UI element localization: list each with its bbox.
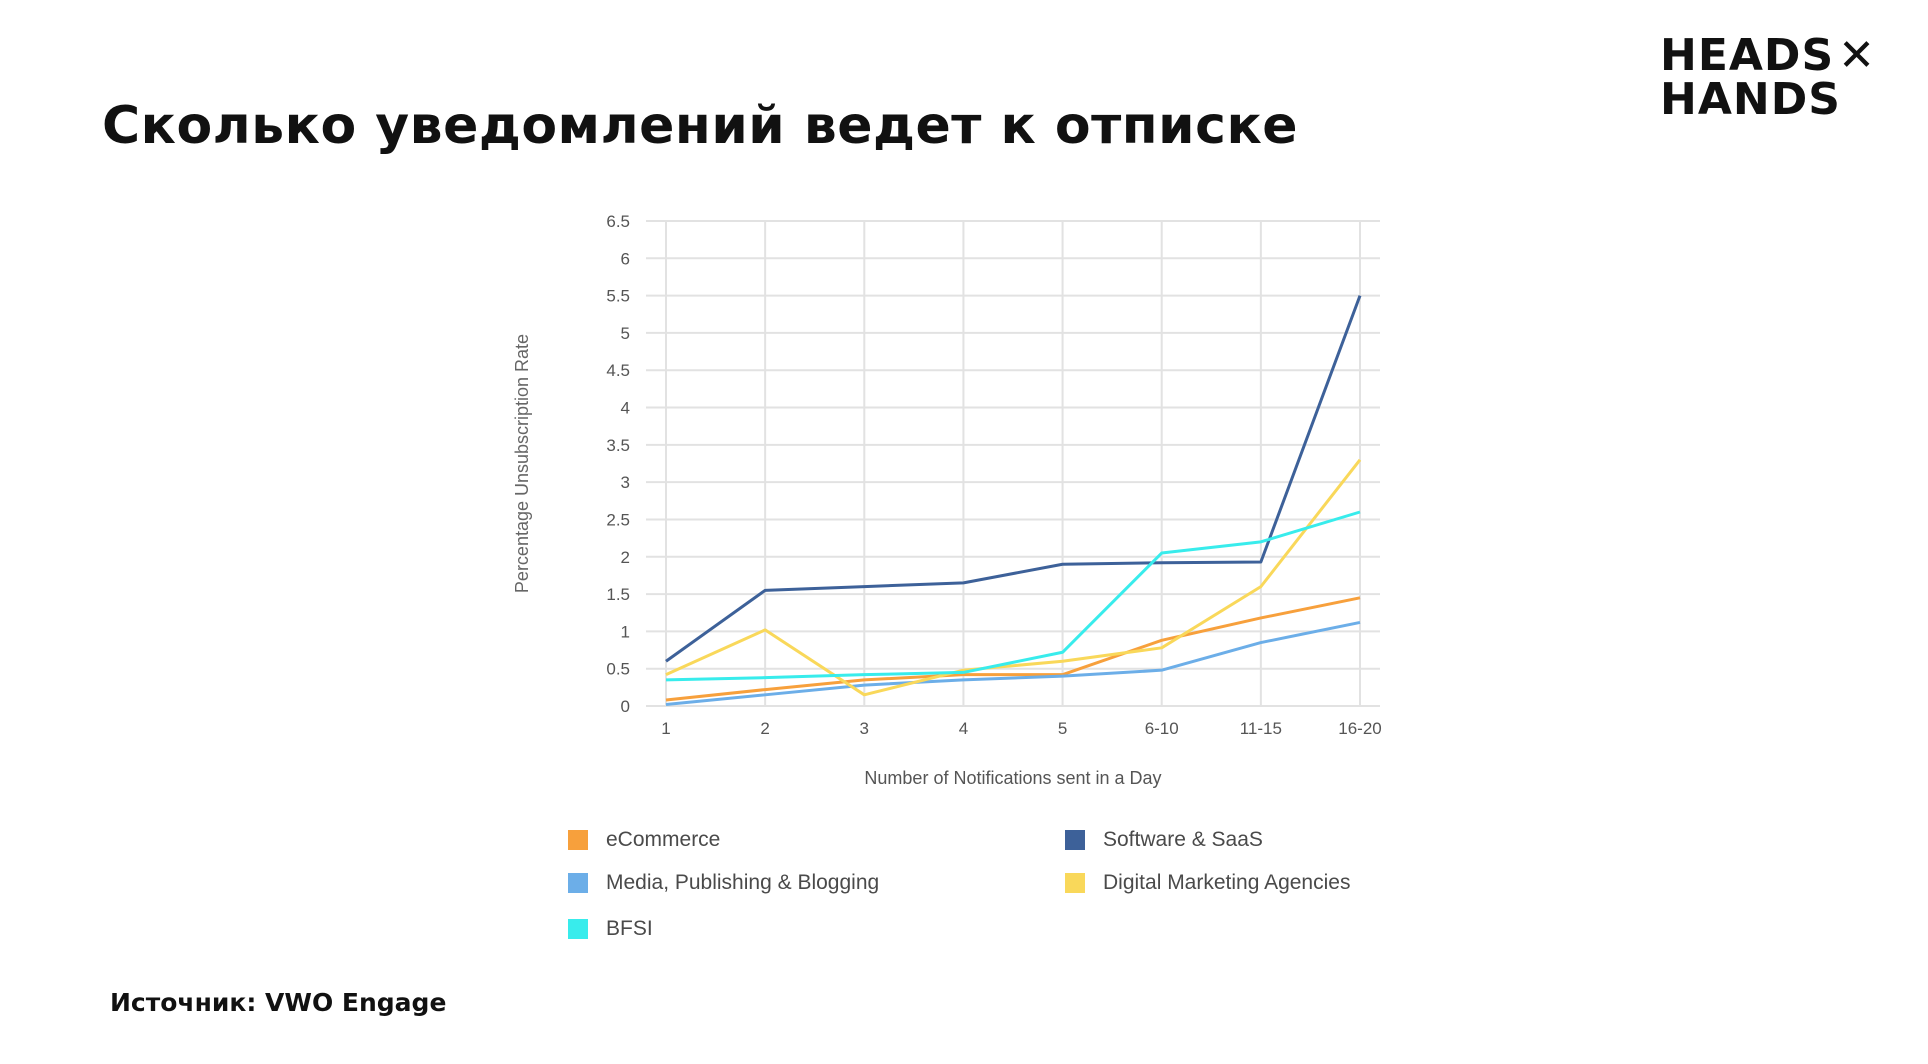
legend-label: Digital Marketing Agencies	[1103, 871, 1351, 894]
legend-label: eCommerce	[606, 828, 721, 851]
series-line-software-saas	[665, 295, 1362, 663]
legend-item: Digital Marketing Agencies	[1065, 871, 1350, 895]
legend-item: Media, Publishing & Blogging	[568, 871, 879, 895]
legend-swatch	[568, 873, 588, 893]
y-tick-label: 0.5	[606, 660, 630, 679]
source-note: Источник: VWO Engage	[110, 988, 447, 1017]
x-tick-label: 2	[760, 719, 769, 738]
y-tick-label: 3.5	[606, 436, 630, 455]
logo-line-1: HEADS	[1660, 30, 1835, 81]
chart-series-lines	[665, 295, 1362, 707]
logo-line-2: HANDS	[1660, 74, 1841, 125]
legend-label: Software & SaaS	[1103, 828, 1263, 851]
x-tick-label: 1	[661, 719, 670, 738]
legend-swatch	[1065, 830, 1085, 850]
legend-swatch	[1065, 873, 1085, 893]
y-tick-label: 2	[621, 548, 630, 567]
chart-container: 0 0.5 1 1.5 2 2.5 3 3.5 4 4.5 5 5.5 6 6.5 1 2 3 4 5 6-10 11…	[500, 195, 1420, 965]
chart-grid	[646, 220, 1380, 707]
y-tick-label: 0	[621, 697, 630, 716]
legend-item: Software & SaaS	[1065, 828, 1263, 852]
y-tick-label: 1.5	[606, 585, 630, 604]
legend-label: Media, Publishing & Blogging	[606, 871, 880, 894]
y-axis-label: Percentage Unsubscription Rate	[512, 334, 532, 593]
series-line-bfsi	[665, 510, 1361, 682]
line-chart: 0 0.5 1 1.5 2 2.5 3 3.5 4 4.5 5 5.5 6 6.5 1 2 3 4 5 6-10 11…	[512, 212, 1382, 788]
y-tick-label: 6	[621, 249, 630, 268]
x-tick-label: 11-15	[1240, 719, 1282, 738]
legend-item: BFSI	[568, 917, 653, 941]
y-tick-label: 2.5	[606, 510, 630, 529]
x-axis-ticks: 1 2 3 4 5 6-10 11-15 16-20	[661, 719, 1381, 738]
y-tick-label: 3	[621, 473, 630, 492]
x-tick-label: 5	[1058, 719, 1067, 738]
logo-cross-icon: ✕	[1838, 30, 1877, 81]
series-line-digital-marketing-agencies	[665, 458, 1362, 697]
x-tick-label: 3	[860, 719, 869, 738]
y-tick-label: 1	[621, 622, 630, 641]
legend-label: BFSI	[606, 917, 653, 940]
series-line-ecommerce	[665, 596, 1361, 702]
legend-swatch	[568, 830, 588, 850]
brand-logo: HEADS ✕ HANDS	[1660, 34, 1876, 122]
legend-swatch	[568, 919, 588, 939]
y-tick-label: 4	[621, 399, 630, 418]
x-tick-label: 6-10	[1145, 719, 1179, 738]
x-axis-label: Number of Notifications sent in a Day	[864, 768, 1161, 788]
y-tick-label: 5	[621, 324, 630, 343]
legend-item: eCommerce	[568, 828, 720, 852]
x-tick-label: 4	[959, 719, 968, 738]
series-line-media-publishing-blogging	[665, 620, 1361, 707]
page-title: Сколько уведомлений ведет к отписке	[102, 96, 1299, 156]
y-tick-label: 6.5	[606, 212, 630, 231]
y-axis-ticks: 0 0.5 1 1.5 2 2.5 3 3.5 4 4.5 5 5.5 6 6.5	[606, 212, 630, 716]
y-tick-label: 4.5	[606, 361, 630, 380]
y-tick-label: 5.5	[606, 287, 630, 306]
x-tick-label: 16-20	[1338, 719, 1381, 738]
